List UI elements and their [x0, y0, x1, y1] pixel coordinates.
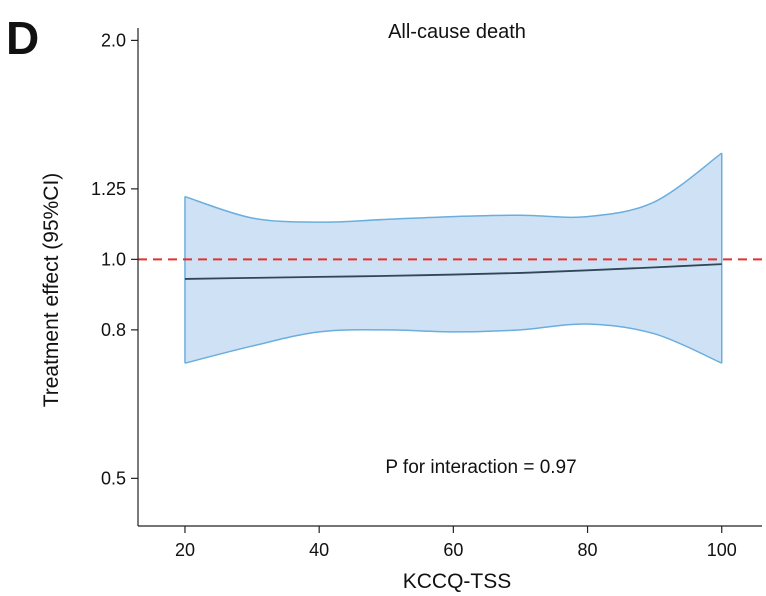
x-axis-title: KCCQ-TSS — [403, 570, 512, 593]
x-tick-label: 40 — [309, 540, 329, 560]
confidence-band-fill — [184, 153, 722, 364]
x-axis-ticks: 20 40 60 80 100 — [175, 526, 737, 560]
y-tick-label: 0.5 — [101, 468, 126, 488]
estimate-line — [184, 263, 722, 280]
x-tick-label: 60 — [443, 540, 463, 560]
y-tick-label: 1.0 — [101, 249, 126, 269]
upper-ci-line — [184, 152, 723, 223]
panel-label: D — [6, 12, 39, 64]
axes — [137, 28, 762, 527]
estimate-line-layer — [184, 263, 722, 280]
x-tick-label: 80 — [578, 540, 598, 560]
y-tick-label: 2.0 — [101, 30, 126, 50]
y-axis-title: Treatment effect (95%CI) — [40, 173, 63, 408]
interaction-p-value: P for interaction = 0.97 — [385, 457, 576, 478]
confidence-band-layer — [184, 152, 723, 364]
chart-title: All-cause death — [388, 21, 526, 43]
y-tick-label: 0.8 — [101, 320, 126, 340]
y-tick-label: 1.25 — [91, 179, 126, 199]
y-axis-ticks: 0.5 0.8 1.0 1.25 2.0 — [91, 30, 138, 488]
x-tick-label: 100 — [707, 540, 737, 560]
x-tick-label: 20 — [175, 540, 195, 560]
lower-ci-line — [184, 323, 723, 364]
